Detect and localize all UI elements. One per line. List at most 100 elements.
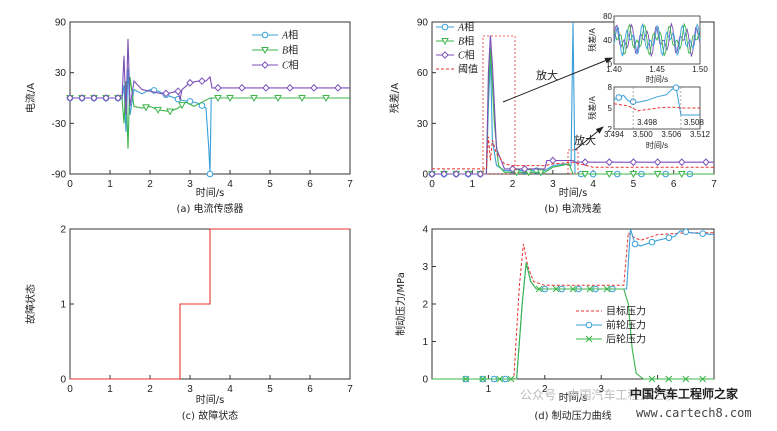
panel-c-ylabel: 故障状态 (24, 284, 37, 324)
data-point-marker (665, 234, 673, 242)
data-point-marker (262, 83, 270, 92)
inset-2-x-tick-label: 3.500 (633, 130, 654, 139)
inset-2-ylabel: 残差/A (587, 96, 597, 120)
x-tick-label: 5 (267, 179, 273, 190)
data-point-marker (322, 95, 330, 103)
panel-b-ylabel: 残差/A (388, 83, 401, 113)
data-point-marker (154, 106, 162, 114)
legend-label: A相 (281, 29, 298, 42)
legend-label: 目标压力 (606, 305, 646, 318)
data-point-marker (682, 375, 690, 383)
data-point-marker (162, 89, 170, 98)
x-tick-label: 3 (598, 384, 604, 395)
x-tick-label: 2 (147, 179, 153, 190)
data-point-marker (66, 94, 74, 102)
legend-marker (261, 31, 269, 39)
data-point-marker (653, 158, 662, 167)
data-point-marker (166, 108, 174, 116)
x-tick-label: 1 (470, 179, 476, 190)
data-point-marker (586, 285, 594, 293)
panel-c-caption: (c) 故障状态 (182, 409, 238, 422)
panel-a-ticks: 0 1 2 3 4 5 6 7 90 30 -30 -90 (52, 18, 354, 191)
panel-a-legend: A相 B相 C相 (252, 29, 299, 72)
data-point-marker (464, 170, 472, 178)
legend-label: 前轮压力 (606, 319, 646, 332)
data-point-marker (508, 165, 517, 173)
panel-a-xlabel: 时间/s (196, 186, 225, 199)
data-point-marker (552, 285, 560, 293)
data-point-marker (476, 170, 485, 178)
data-point-marker (186, 78, 194, 87)
inset-2-series (613, 84, 700, 116)
x-tick-label: 0 (67, 384, 73, 395)
data-point-marker (507, 375, 515, 383)
watermark-url: www.cartech8.com (636, 406, 752, 420)
data-point-marker (631, 240, 639, 248)
data-point-marker (605, 171, 614, 179)
panel-b-current-residual: 0 1 2 3 4 5 6 7 90 60 30 0 时间/s 残差/A (b) 电流残差 A相B相C… (388, 12, 717, 215)
inset-2-marker-label: 3.508 (684, 118, 705, 127)
data-point-marker (549, 156, 557, 165)
data-point-marker (682, 228, 690, 236)
data-point-marker (678, 158, 686, 167)
data-point-marker (206, 170, 214, 178)
data-point-marker (699, 375, 707, 383)
legend-label: 阈值 (458, 63, 478, 76)
data-point-marker (462, 375, 470, 383)
legend-marker (441, 23, 449, 31)
y-tick-label: 2 (60, 225, 66, 236)
x-tick-label: 1 (107, 384, 113, 395)
x-tick-label: 7 (347, 384, 353, 395)
data-point-marker (479, 375, 487, 383)
watermark-title: 中国汽车工程师之家 (630, 386, 739, 401)
x-tick-label: 3 (550, 179, 556, 190)
legend-label: 后轮压力 (606, 333, 646, 346)
panel-c-fault-state: 0 1 2 3 4 5 6 7 2 1 0 时间/s 故障状态 (c) 故障状态 (24, 225, 353, 423)
data-point-marker (702, 158, 710, 167)
inset-2-ticks: 3.494 3.500 3.506 3.512 8 5 2 3.498 3.508 (604, 83, 711, 139)
panel-b-caption: (b) 电流残差 (544, 202, 601, 215)
data-point-marker (90, 94, 98, 102)
data-point-marker (274, 95, 282, 103)
x-tick-label: 7 (347, 179, 353, 190)
watermark: 公众号 · 中国汽车工程师之家 中国汽车工程师之家 www.cartech8.c… (520, 386, 752, 420)
legend-marker (441, 38, 449, 46)
panel-a-ylabel: 电流/A (24, 83, 37, 113)
inset-2-x-tick-label: 3.494 (604, 130, 625, 139)
zoom-arrow-2 (574, 126, 604, 151)
inset-1-series-line (613, 22, 701, 57)
y-tick-label: 0 (422, 375, 428, 386)
data-point-marker (629, 158, 638, 167)
series-line-d-2 (432, 262, 714, 380)
zoom-annotation-2: 放大 (574, 133, 596, 147)
data-point-marker (629, 171, 638, 179)
data-point-marker (581, 171, 589, 179)
zoom-box-2 (567, 149, 579, 175)
panel-d-ylabel: 制动压力/MPa (394, 272, 407, 336)
y-tick-label: 0 (422, 170, 428, 181)
data-point-marker (536, 169, 545, 177)
y-tick-label: -30 (52, 119, 67, 130)
data-point-marker (214, 95, 222, 103)
inset-1-xlabel: 时间/s (646, 74, 668, 84)
inset-2-xlabel: 时间/s (646, 140, 668, 150)
legend-label: A相 (457, 21, 474, 34)
y-tick-label: 1 (422, 337, 428, 348)
y-tick-label: 1 (60, 300, 66, 311)
panel-a-caption: (a) 电流传感器 (176, 202, 243, 215)
data-point-marker (653, 171, 662, 179)
inset-2-x-tick-label: 3.506 (661, 130, 682, 139)
legend-marker (585, 335, 593, 343)
legend-marker (585, 321, 593, 329)
data-point-marker (648, 375, 656, 383)
data-point-marker (581, 158, 589, 167)
data-point-marker (238, 83, 246, 92)
data-point-marker (286, 83, 294, 92)
panel-a-current-sensor: 0 1 2 3 4 5 6 7 90 30 -30 -90 时间/s 电流/A (a) 电流传感器 A… (24, 18, 353, 216)
data-point-marker (334, 83, 342, 92)
series-line-b-3 (432, 136, 714, 170)
legend-marker (441, 51, 449, 59)
x-tick-label: 1 (486, 384, 492, 395)
